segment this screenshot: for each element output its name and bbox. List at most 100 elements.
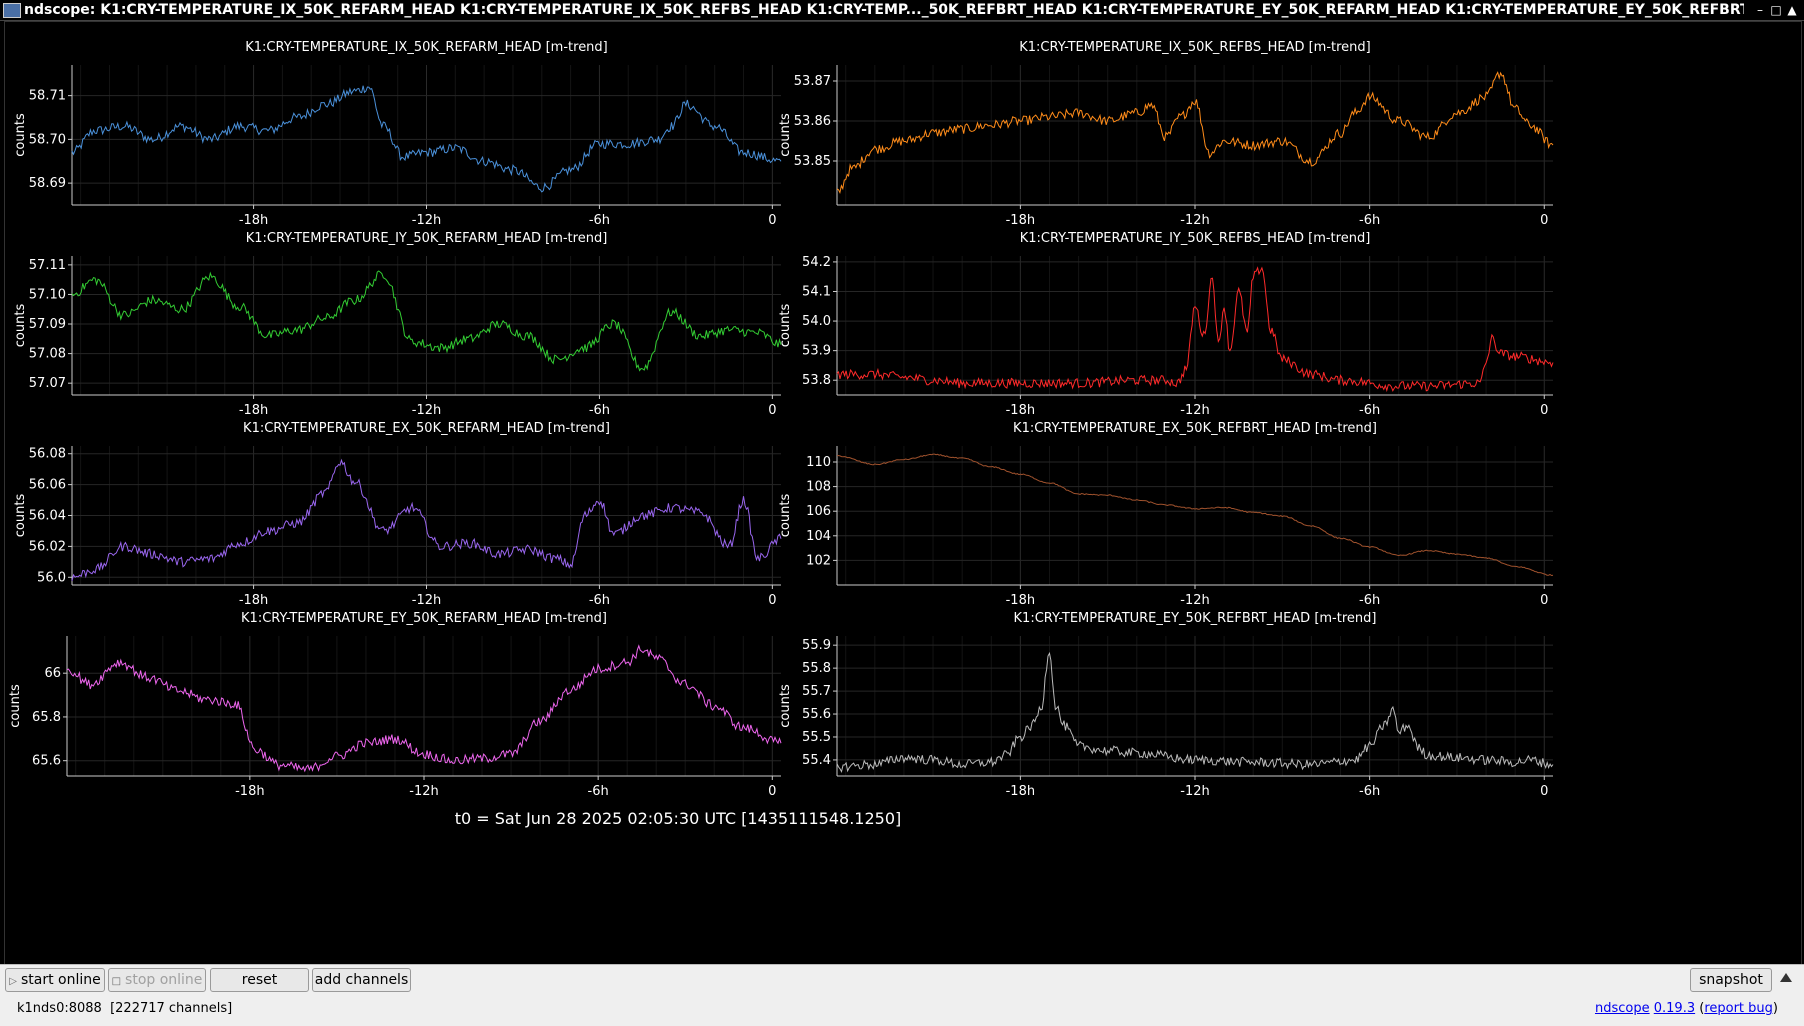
y-axis-label: counts <box>778 113 793 157</box>
plot-area: K1:CRY-TEMPERATURE_IX_50K_REFARM_HEAD [m… <box>4 21 1802 966</box>
y-tick-label: 53.8 <box>802 373 831 388</box>
y-tick-label: 56.0 <box>37 570 66 585</box>
x-tick-label: -12h <box>409 784 438 799</box>
y-tick-label: 106 <box>806 504 831 519</box>
y-tick-label: 55.6 <box>802 707 831 722</box>
x-tick-label: -6h <box>1359 784 1380 799</box>
y-tick-label: 65.6 <box>32 754 61 769</box>
y-tick-label: 57.07 <box>29 376 66 391</box>
y-axis-label: counts <box>13 494 28 538</box>
x-tick-label: 0 <box>1540 403 1548 418</box>
x-tick-label: 0 <box>1540 593 1548 608</box>
chart-title: K1:CRY-TEMPERATURE_EX_50K_REFBRT_HEAD [m… <box>1013 421 1377 436</box>
y-tick-label: 58.70 <box>29 132 66 147</box>
chart-8[interactable]: K1:CRY-TEMPERATURE_EY_50K_REFBRT_HEAD [m… <box>778 611 1554 799</box>
reset-button[interactable]: reset <box>210 968 309 992</box>
y-tick-label: 53.86 <box>794 114 831 129</box>
version-status: ndscope 0.19.3 (report bug) <box>1595 1001 1778 1016</box>
series-line <box>836 651 1554 773</box>
chart-title: K1:CRY-TEMPERATURE_EY_50K_REFBRT_HEAD [m… <box>1014 611 1377 626</box>
y-tick-label: 53.9 <box>802 344 831 359</box>
x-tick-label: -12h <box>1180 593 1209 608</box>
chart-3[interactable]: K1:CRY-TEMPERATURE_IY_50K_REFARM_HEAD [m… <box>13 231 782 418</box>
x-tick-label: 0 <box>768 403 776 418</box>
y-tick-label: 110 <box>806 455 831 470</box>
x-tick-label: -6h <box>589 593 610 608</box>
channel-count: [222717 channels] <box>110 1001 233 1016</box>
y-tick-label: 102 <box>806 553 831 568</box>
close-button[interactable]: ▲ <box>1787 3 1797 17</box>
x-tick-label: -6h <box>1359 213 1380 228</box>
y-tick-label: 104 <box>806 529 831 544</box>
y-tick-label: 57.11 <box>29 258 66 273</box>
chart-2[interactable]: K1:CRY-TEMPERATURE_IX_50K_REFBS_HEAD [m-… <box>778 40 1554 228</box>
app-icon <box>3 3 21 18</box>
window-title: ndscope: K1:CRY-TEMPERATURE_IX_50K_REFAR… <box>24 2 1744 18</box>
x-tick-label: -6h <box>1359 403 1380 418</box>
y-tick-label: 57.10 <box>29 287 66 302</box>
server-status: k1nds0:8088 [222717 channels] <box>17 1001 232 1016</box>
x-tick-label: 0 <box>1540 784 1548 799</box>
chart-1[interactable]: K1:CRY-TEMPERATURE_IX_50K_REFARM_HEAD [m… <box>13 40 782 228</box>
open-paren: ( <box>1699 1001 1705 1016</box>
y-tick-label: 58.69 <box>29 176 66 191</box>
y-tick-label: 58.71 <box>29 89 66 104</box>
version-link[interactable]: 0.19.3 <box>1653 1001 1696 1016</box>
x-tick-label: -6h <box>1359 593 1380 608</box>
y-tick-label: 65.8 <box>32 710 61 725</box>
y-tick-label: 56.06 <box>29 478 66 493</box>
chart-4[interactable]: K1:CRY-TEMPERATURE_IY_50K_REFBS_HEAD [m-… <box>778 231 1554 418</box>
x-tick-label: -18h <box>235 784 264 799</box>
window-titlebar[interactable]: ndscope: K1:CRY-TEMPERATURE_IX_50K_REFAR… <box>0 0 1804 21</box>
y-tick-label: 55.7 <box>802 684 831 699</box>
y-tick-label: 56.04 <box>29 509 66 524</box>
y-axis-label: counts <box>13 113 28 157</box>
y-tick-label: 53.87 <box>794 74 831 89</box>
y-tick-label: 57.08 <box>29 347 66 362</box>
bottom-toolbar: ▷ start online □ stop online reset add cha… <box>0 964 1804 1026</box>
series-line <box>71 458 782 582</box>
x-tick-label: -6h <box>589 213 610 228</box>
series-line <box>71 85 782 193</box>
ndscope-link[interactable]: ndscope <box>1594 1001 1650 1016</box>
plots-canvas[interactable]: K1:CRY-TEMPERATURE_IX_50K_REFARM_HEAD [m… <box>5 22 1801 965</box>
chart-title: K1:CRY-TEMPERATURE_EY_50K_REFARM_HEAD [m… <box>241 611 607 626</box>
server-address: k1nds0:8088 <box>17 1001 102 1016</box>
minimize-button[interactable]: – <box>1757 3 1763 17</box>
x-tick-label: -18h <box>239 213 268 228</box>
play-icon: ▷ <box>9 976 17 987</box>
series-line <box>66 644 782 773</box>
t0-label: t0 = Sat Jun 28 2025 02:05:30 UTC [14351… <box>455 809 902 828</box>
series-line <box>836 71 1554 194</box>
x-tick-label: -12h <box>412 593 441 608</box>
y-axis-label: counts <box>13 304 28 348</box>
y-tick-label: 55.5 <box>802 730 831 745</box>
y-tick-label: 55.9 <box>802 638 831 653</box>
y-axis-label: counts <box>778 304 793 348</box>
x-tick-label: -18h <box>1006 784 1035 799</box>
x-tick-label: -18h <box>239 403 268 418</box>
series-line <box>836 453 1554 577</box>
y-tick-label: 54.2 <box>802 255 831 270</box>
chart-6[interactable]: K1:CRY-TEMPERATURE_EX_50K_REFBRT_HEAD [m… <box>778 421 1554 608</box>
x-tick-label: -18h <box>239 593 268 608</box>
maximize-button[interactable]: □ <box>1770 3 1782 17</box>
y-tick-label: 53.85 <box>794 154 831 169</box>
y-tick-label: 55.4 <box>802 753 831 768</box>
y-tick-label: 55.8 <box>802 661 831 676</box>
chart-5[interactable]: K1:CRY-TEMPERATURE_EX_50K_REFARM_HEAD [m… <box>13 421 782 608</box>
snapshot-button[interactable]: snapshot <box>1690 968 1772 992</box>
y-axis-label: counts <box>778 494 793 538</box>
start-online-button[interactable]: ▷ start online <box>5 968 105 992</box>
x-tick-label: -18h <box>1006 593 1035 608</box>
x-tick-label: -6h <box>589 403 610 418</box>
x-tick-label: 0 <box>768 784 776 799</box>
y-tick-label: 108 <box>806 480 831 495</box>
chart-title: K1:CRY-TEMPERATURE_IY_50K_REFARM_HEAD [m… <box>246 231 608 246</box>
x-tick-label: -12h <box>1180 784 1209 799</box>
add-channels-button[interactable]: add channels <box>312 968 411 992</box>
chart-title: K1:CRY-TEMPERATURE_IY_50K_REFBS_HEAD [m-… <box>1020 231 1371 246</box>
expand-arrow-icon[interactable] <box>1780 973 1792 982</box>
report-bug-link[interactable]: report bug <box>1704 1001 1773 1016</box>
chart-7[interactable]: K1:CRY-TEMPERATURE_EY_50K_REFARM_HEAD [m… <box>8 611 782 799</box>
